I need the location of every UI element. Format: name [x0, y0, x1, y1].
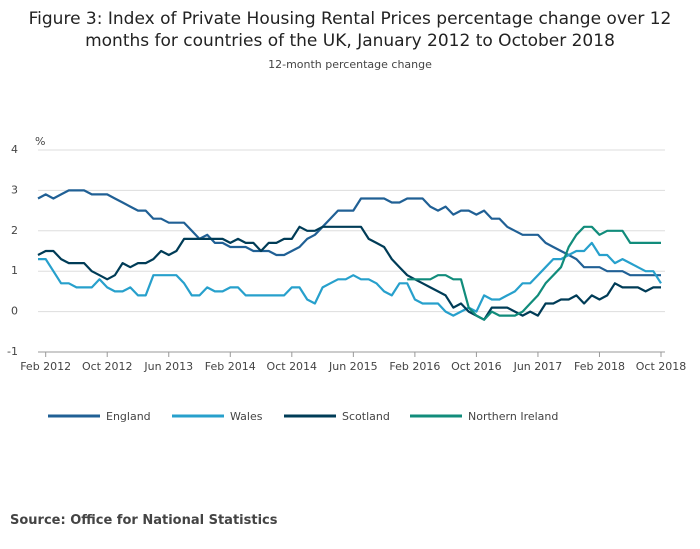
- x-tick-label: Oct 2016: [451, 360, 502, 373]
- legend-label: England: [106, 410, 151, 423]
- series-line: [37, 225, 661, 321]
- series-line: [38, 241, 662, 317]
- legend-label: Wales: [230, 410, 263, 423]
- x-tick-label: Oct 2014: [267, 360, 318, 373]
- y-axis-label: %: [35, 135, 45, 148]
- x-tick-label: Oct 2012: [82, 360, 133, 373]
- legend-label: Northern Ireland: [468, 410, 558, 423]
- source-note: Source: Office for National Statistics: [10, 513, 278, 528]
- x-tick-label: Oct 2018: [636, 360, 687, 373]
- x-tick-label: Feb 2014: [205, 360, 256, 373]
- y-tick-label: 1: [11, 264, 18, 277]
- chart-subtitle: 12-month percentage change: [268, 58, 432, 71]
- legend-label: Scotland: [342, 410, 390, 423]
- series-line: [37, 189, 661, 277]
- x-tick-label: Jun 2017: [513, 360, 563, 373]
- y-tick-label: 3: [11, 183, 18, 196]
- x-tick-label: Jun 2015: [328, 360, 378, 373]
- x-tick-label: Feb 2018: [574, 360, 625, 373]
- chart-title: Figure 3: Index of Private Housing Renta…: [28, 9, 672, 51]
- y-tick-label: 2: [11, 224, 18, 237]
- x-tick-label: Feb 2016: [389, 360, 440, 373]
- y-tick-label: -1: [7, 345, 18, 358]
- x-tick-label: Jun 2013: [143, 360, 193, 373]
- y-tick-label: 4: [11, 143, 18, 156]
- series-line: [407, 225, 661, 321]
- x-tick-label: Feb 2012: [20, 360, 71, 373]
- y-tick-label: 0: [11, 305, 18, 318]
